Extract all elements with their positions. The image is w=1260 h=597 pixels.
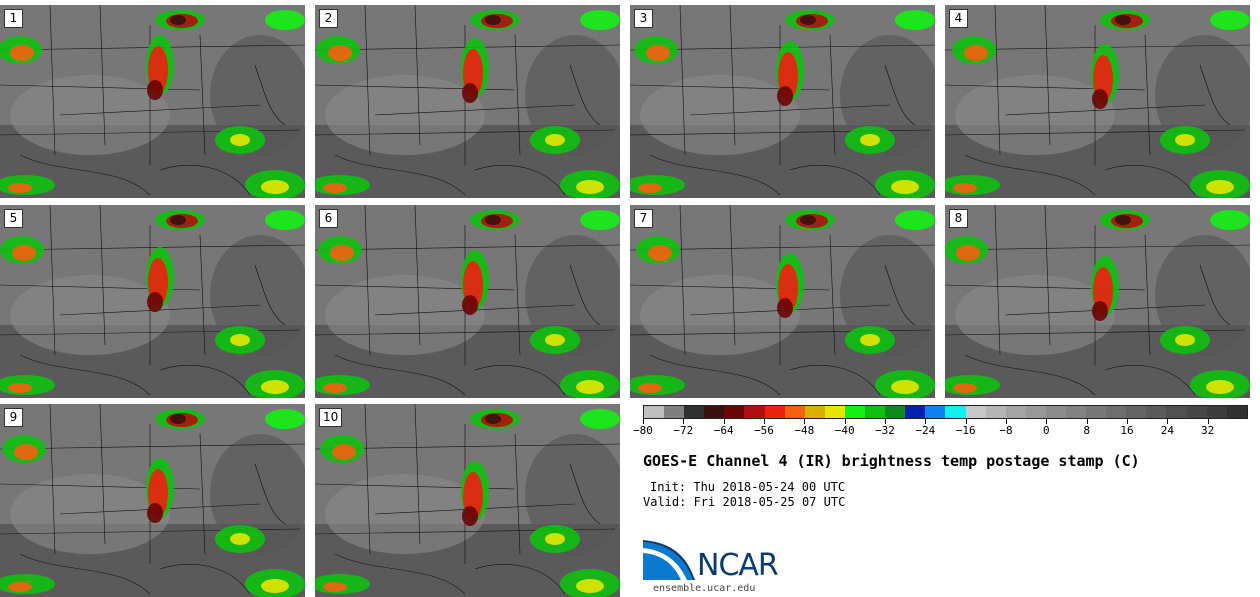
ir-map-image xyxy=(315,5,620,198)
colorbar-swatch xyxy=(704,406,725,418)
colorbar-tick-mark xyxy=(643,419,644,424)
colorbar-swatch xyxy=(724,406,745,418)
colorbar-swatch xyxy=(1005,406,1026,418)
logo-url: ensemble.ucar.edu xyxy=(653,583,756,594)
ncar-logo-text: NCAR xyxy=(697,548,779,583)
map-panel: 8 xyxy=(945,205,1250,398)
colorbar-tick-mark xyxy=(1207,419,1209,424)
colorbar-swatch xyxy=(1166,406,1187,418)
map-panel: 6 xyxy=(315,205,620,398)
colorbar-tick-label: 0 xyxy=(1043,424,1050,437)
ir-map-image xyxy=(0,205,305,398)
ir-map-image xyxy=(945,5,1250,198)
colorbar-tick-label: −64 xyxy=(713,424,734,437)
colorbar-swatch xyxy=(965,406,986,418)
colorbar-ticks: −80 −72 −64 −56 −48 −40 −32 −24 −16 −8 0 8 16 24 32 xyxy=(633,419,1248,441)
colorbar-swatch xyxy=(844,406,866,418)
colorbar-swatch xyxy=(1126,406,1147,418)
map-panel: 7 xyxy=(630,205,935,398)
colorbar-tick-label: −32 xyxy=(875,424,895,437)
colorbar-tick-label: 32 xyxy=(1201,424,1215,437)
colorbar-swatch xyxy=(1186,406,1207,418)
colorbar-swatch xyxy=(1045,406,1066,418)
ir-map-image xyxy=(315,205,620,398)
colorbar xyxy=(643,405,1248,419)
colorbar-tick-mark xyxy=(1006,419,1007,424)
colorbar-tick-mark xyxy=(1127,419,1128,424)
colorbar-tick-label: −80 xyxy=(633,424,653,437)
colorbar-tick-label: −16 xyxy=(955,424,976,437)
colorbar-swatch xyxy=(1146,406,1167,418)
colorbar-swatch xyxy=(664,406,685,418)
colorbar-swatch xyxy=(1206,406,1227,418)
map-panel: 1 xyxy=(0,5,305,198)
colorbar-swatch xyxy=(905,406,926,418)
ir-map-image xyxy=(630,205,935,398)
ir-map-image xyxy=(630,5,935,198)
init-time: Init: Thu 2018-05-24 00 UTC xyxy=(650,480,846,494)
colorbar-tick-mark xyxy=(1086,419,1088,424)
colorbar-tick-mark xyxy=(723,419,725,424)
panel-number: 2 xyxy=(319,9,338,28)
panel-number: 9 xyxy=(4,408,23,427)
ncar-logo-icon xyxy=(643,540,695,580)
colorbar-swatch xyxy=(1226,406,1247,418)
colorbar-swatch xyxy=(865,406,886,418)
colorbar-swatch xyxy=(925,406,946,418)
map-panel: 10 xyxy=(315,404,620,597)
map-panel: 9 xyxy=(0,404,305,597)
panel-number: 6 xyxy=(319,209,338,228)
colorbar-tick-mark xyxy=(764,419,765,424)
map-panel: 3 xyxy=(630,5,935,198)
panel-number: 8 xyxy=(949,209,968,228)
colorbar-swatch xyxy=(784,406,805,418)
colorbar-tick-label: −72 xyxy=(673,424,694,437)
colorbar-swatch xyxy=(945,406,966,418)
colorbar-swatch xyxy=(684,406,705,418)
colorbar-tick-mark xyxy=(844,419,846,424)
colorbar-tick-mark xyxy=(1167,419,1169,424)
colorbar-tick-label: −56 xyxy=(754,424,774,437)
colorbar-tick-label: −40 xyxy=(834,424,855,437)
colorbar-swatch xyxy=(744,406,765,418)
ir-map-image xyxy=(315,404,620,597)
colorbar-swatch xyxy=(644,406,665,418)
ir-map-image xyxy=(0,5,305,198)
map-panel: 5 xyxy=(0,205,305,398)
colorbar-swatch xyxy=(1065,406,1087,418)
colorbar-tick-mark xyxy=(1046,419,1048,424)
colorbar-tick-label: −48 xyxy=(794,424,815,437)
map-panel: 4 xyxy=(945,5,1250,198)
colorbar-tick-mark xyxy=(965,419,967,424)
colorbar-tick-label: −8 xyxy=(999,424,1013,437)
panel-number: 3 xyxy=(634,9,653,28)
colorbar-tick-mark xyxy=(925,419,927,424)
colorbar-swatch xyxy=(985,406,1006,418)
colorbar-swatch xyxy=(885,406,906,418)
valid-time: Valid: Fri 2018-05-25 07 UTC xyxy=(643,495,846,509)
colorbar-swatch xyxy=(1025,406,1046,418)
figure-title: GOES-E Channel 4 (IR) brightness temp po… xyxy=(643,452,1140,470)
colorbar-swatch xyxy=(764,406,785,418)
colorbar-tick-label: 16 xyxy=(1120,424,1134,437)
panel-number: 7 xyxy=(634,209,653,228)
ir-map-image xyxy=(945,205,1250,398)
colorbar-swatch xyxy=(824,406,845,418)
colorbar-tick-mark xyxy=(804,419,806,424)
colorbar-tick-mark xyxy=(885,419,886,424)
colorbar-tick-label: 8 xyxy=(1083,424,1090,437)
ir-map-image xyxy=(0,404,305,597)
panel-number: 5 xyxy=(4,209,23,228)
colorbar-swatch xyxy=(804,406,825,418)
colorbar-tick-label: −24 xyxy=(915,424,936,437)
panel-number: 4 xyxy=(949,9,968,28)
map-panel: 2 xyxy=(315,5,620,198)
panel-number: 10 xyxy=(319,408,343,427)
colorbar-tick-label: 24 xyxy=(1160,424,1174,437)
colorbar-swatch xyxy=(1086,406,1107,418)
colorbar-swatch xyxy=(1106,406,1127,418)
colorbar-tick-mark xyxy=(683,419,685,424)
panel-number: 1 xyxy=(4,9,23,28)
